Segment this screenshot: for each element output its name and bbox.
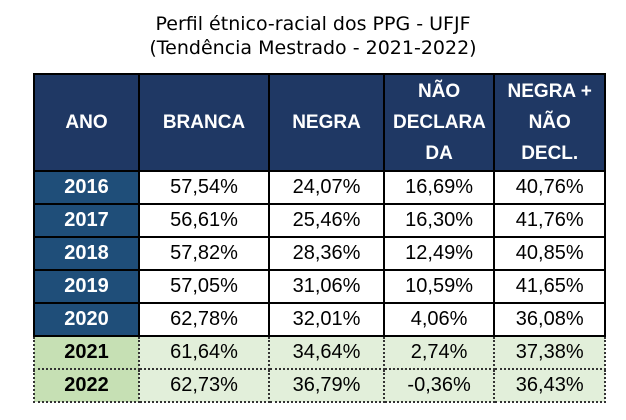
value-cell-branca: 57,54% [138,170,270,205]
value-cell-nd: 2,74% [382,335,496,370]
value-cell-nnd: 40,76% [493,170,607,205]
header-negra: NEGRA [268,73,385,172]
table-row: 2020 62,78% 32,01% 4,06% 36,08% [33,302,607,337]
value-cell-negra: 34,64% [268,335,385,370]
year-cell: 2018 [33,236,140,271]
value-cell-branca: 61,64% [138,335,270,370]
table-title: Perfil étnico-racial dos PPG - UFJF (Ten… [0,12,626,60]
value-cell-branca: 62,78% [138,302,270,337]
value-cell-negra: 28,36% [268,236,385,271]
value-cell-nnd: 36,43% [493,368,607,403]
value-cell-negra: 24,07% [268,170,385,205]
year-cell: 2019 [33,269,140,304]
value-cell-nnd: 41,65% [493,269,607,304]
value-cell-nd: -0,36% [382,368,496,403]
value-cell-nd: 16,69% [382,170,496,205]
table-row: 2018 57,82% 28,36% 12,49% 40,85% [33,236,607,271]
value-cell-branca: 57,05% [138,269,270,304]
value-cell-negra: 31,06% [268,269,385,304]
value-cell-branca: 62,73% [138,368,270,403]
value-cell-nnd: 41,76% [493,203,607,238]
value-cell-negra: 36,79% [268,368,385,403]
title-line-2: (Tendência Mestrado - 2021-2022) [149,37,477,59]
year-cell: 2022 [33,368,140,403]
value-cell-nd: 4,06% [382,302,496,337]
value-cell-branca: 56,61% [138,203,270,238]
table-row: 2016 57,54% 24,07% 16,69% 40,76% [33,170,607,205]
ethnic-profile-table: ANO BRANCA NEGRA NÃO DECLARA DA NEGRA + … [33,73,607,403]
header-branca: BRANCA [138,73,270,172]
value-cell-nd: 16,30% [382,203,496,238]
value-cell-negra: 32,01% [268,302,385,337]
header-row: ANO BRANCA NEGRA NÃO DECLARA DA NEGRA + … [33,73,607,172]
table-row: 2021 61,64% 34,64% 2,74% 37,38% [33,335,607,370]
year-cell: 2020 [33,302,140,337]
value-cell-nnd: 37,38% [493,335,607,370]
value-cell-nnd: 40,85% [493,236,607,271]
header-nao-declarada: NÃO DECLARA DA [382,73,496,172]
year-cell: 2016 [33,170,140,205]
value-cell-negra: 25,46% [268,203,385,238]
header-ano: ANO [33,73,140,172]
table-row: 2019 57,05% 31,06% 10,59% 41,65% [33,269,607,304]
title-line-1: Perfil étnico-racial dos PPG - UFJF [155,13,471,35]
value-cell-branca: 57,82% [138,236,270,271]
value-cell-nd: 12,49% [382,236,496,271]
value-cell-nnd: 36,08% [493,302,607,337]
year-cell: 2017 [33,203,140,238]
table-row: 2017 56,61% 25,46% 16,30% 41,76% [33,203,607,238]
table-row: 2022 62,73% 36,79% -0,36% 36,43% [33,368,607,403]
year-cell: 2021 [33,335,140,370]
header-negra-nao-decl: NEGRA + NÃO DECL. [493,73,607,172]
value-cell-nd: 10,59% [382,269,496,304]
